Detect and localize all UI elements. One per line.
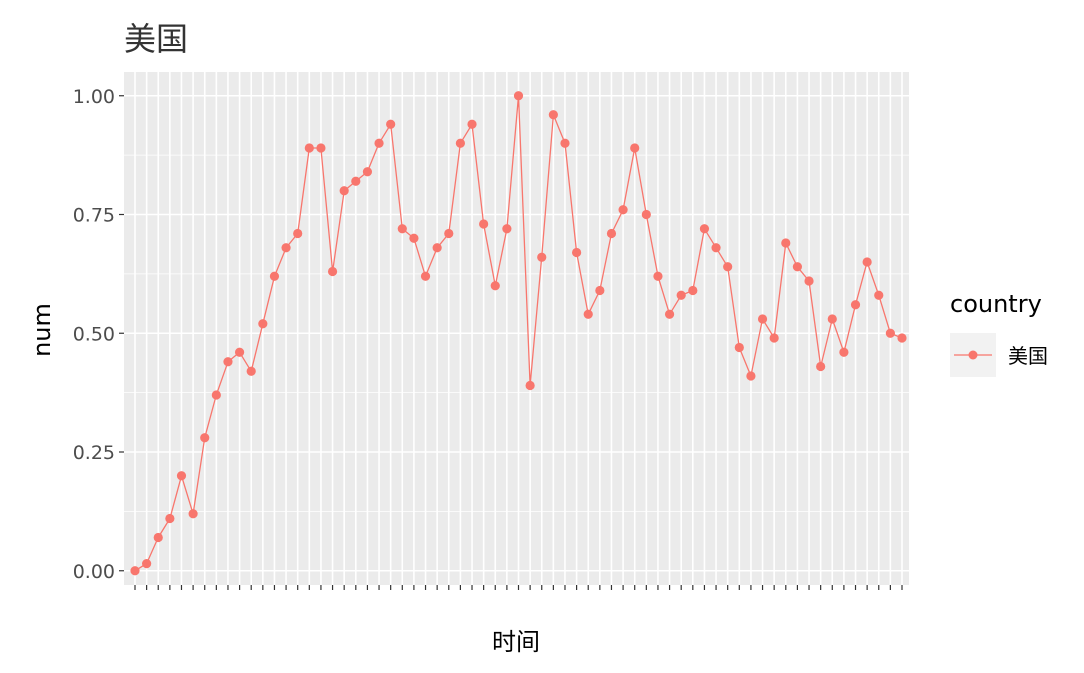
data-point [409, 234, 418, 243]
data-point [723, 262, 732, 271]
data-point [398, 224, 407, 233]
legend-point-key [969, 351, 978, 360]
data-point [340, 186, 349, 195]
data-point [305, 143, 314, 152]
data-point [270, 272, 279, 281]
data-point [212, 390, 221, 399]
data-point [386, 120, 395, 129]
data-point [130, 566, 139, 575]
data-point [514, 91, 523, 100]
data-point [328, 267, 337, 276]
data-point [142, 559, 151, 568]
data-point [804, 276, 813, 285]
data-point [293, 229, 302, 238]
data-point [595, 286, 604, 295]
y-axis-title: num [28, 303, 56, 357]
data-point [421, 272, 430, 281]
data-point [770, 333, 779, 342]
data-point [781, 238, 790, 247]
data-point [793, 262, 802, 271]
data-point [502, 224, 511, 233]
legend: country 美国 [950, 290, 1048, 377]
data-point [735, 343, 744, 352]
chart-title: 美国 [124, 20, 188, 58]
y-tick-label: 1.00 [73, 86, 115, 108]
data-point [491, 281, 500, 290]
data-point [456, 139, 465, 148]
data-point [154, 533, 163, 542]
data-point [165, 514, 174, 523]
x-axis [135, 585, 902, 590]
data-point [688, 286, 697, 295]
data-point [711, 243, 720, 252]
data-point [537, 253, 546, 262]
data-point [526, 381, 535, 390]
data-point [677, 291, 686, 300]
y-tick-label: 0.00 [73, 561, 115, 583]
legend-title: country [950, 290, 1042, 318]
data-point [572, 248, 581, 257]
data-point [247, 367, 256, 376]
data-point [189, 509, 198, 518]
data-point [281, 243, 290, 252]
data-point [758, 314, 767, 323]
data-point [700, 224, 709, 233]
data-point [223, 357, 232, 366]
data-point [549, 110, 558, 119]
data-point [467, 120, 476, 129]
y-tick-label: 0.50 [73, 323, 115, 345]
data-point [444, 229, 453, 238]
data-point [897, 333, 906, 342]
data-point [642, 210, 651, 219]
data-point [874, 291, 883, 300]
data-point [863, 257, 872, 266]
data-point [177, 471, 186, 480]
data-point [200, 433, 209, 442]
data-point [828, 314, 837, 323]
data-point [363, 167, 372, 176]
legend-entry-label: 美国 [1008, 344, 1048, 368]
y-tick-label: 0.25 [73, 442, 115, 464]
data-point [851, 300, 860, 309]
data-point [886, 329, 895, 338]
data-point [839, 348, 848, 357]
data-point [607, 229, 616, 238]
data-point [374, 139, 383, 148]
data-point [258, 319, 267, 328]
data-point [479, 219, 488, 228]
y-tick-label: 0.75 [73, 205, 115, 227]
plot-panel [124, 72, 909, 585]
data-point [560, 139, 569, 148]
data-point [433, 243, 442, 252]
data-point [316, 143, 325, 152]
data-point [351, 177, 360, 186]
data-point [816, 362, 825, 371]
data-point [618, 205, 627, 214]
x-axis-title: 时间 [492, 628, 540, 656]
data-point [746, 371, 755, 380]
data-point [653, 272, 662, 281]
data-point [630, 143, 639, 152]
data-point [584, 310, 593, 319]
y-axis: 0.00 0.25 0.50 0.75 1.00 [73, 86, 124, 583]
data-point [235, 348, 244, 357]
data-point [665, 310, 674, 319]
